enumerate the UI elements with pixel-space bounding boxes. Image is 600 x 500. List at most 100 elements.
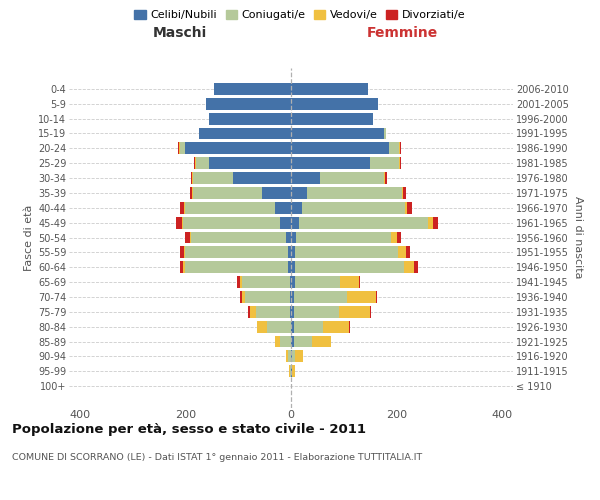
Bar	[192, 172, 193, 184]
Bar	[286, 350, 289, 362]
Bar	[291, 128, 383, 140]
Bar	[323, 320, 349, 332]
Bar	[295, 246, 398, 258]
Bar	[289, 366, 290, 377]
Bar	[182, 216, 280, 228]
Bar	[290, 276, 291, 288]
Bar	[182, 262, 185, 273]
Bar	[340, 276, 359, 288]
Bar	[291, 366, 292, 377]
Bar	[293, 320, 323, 332]
Bar	[245, 291, 290, 303]
Bar	[185, 142, 291, 154]
Bar	[206, 98, 291, 110]
Bar	[291, 291, 293, 303]
Bar	[240, 291, 242, 303]
Text: Popolazione per età, sesso e stato civile - 2011: Popolazione per età, sesso e stato civil…	[12, 422, 366, 436]
Bar	[257, 320, 267, 332]
Bar	[407, 202, 412, 213]
Text: COMUNE DI SCORRANO (LE) - Dati ISTAT 1° gennaio 2011 - Elaborazione TUTTITALIA.I: COMUNE DI SCORRANO (LE) - Dati ISTAT 1° …	[12, 452, 422, 462]
Bar	[404, 262, 414, 273]
Bar	[190, 232, 191, 243]
Bar	[291, 158, 370, 169]
Bar	[291, 216, 299, 228]
Bar	[295, 262, 404, 273]
Bar	[291, 262, 295, 273]
Bar	[180, 142, 185, 154]
Bar	[349, 320, 350, 332]
Bar	[292, 350, 295, 362]
Bar	[307, 187, 402, 199]
Bar	[403, 187, 406, 199]
Bar	[256, 306, 290, 318]
Bar	[291, 202, 302, 213]
Bar	[385, 172, 387, 184]
Bar	[347, 291, 376, 303]
Bar	[290, 306, 291, 318]
Bar	[233, 172, 291, 184]
Bar	[302, 202, 404, 213]
Bar	[291, 142, 389, 154]
Bar	[242, 291, 245, 303]
Bar	[404, 202, 407, 213]
Bar	[370, 158, 400, 169]
Bar	[185, 262, 289, 273]
Bar	[428, 216, 433, 228]
Bar	[248, 306, 250, 318]
Bar	[289, 246, 291, 258]
Bar	[194, 158, 195, 169]
Bar	[289, 350, 291, 362]
Bar	[237, 276, 240, 288]
Bar	[178, 142, 179, 154]
Bar	[291, 336, 293, 347]
Bar	[296, 232, 391, 243]
Bar	[275, 202, 291, 213]
Bar	[250, 306, 256, 318]
Bar	[291, 172, 320, 184]
Bar	[242, 276, 290, 288]
Bar	[376, 291, 377, 303]
Bar	[214, 83, 291, 95]
Bar	[191, 232, 286, 243]
Bar	[291, 320, 293, 332]
Bar	[292, 366, 295, 377]
Bar	[291, 83, 368, 95]
Bar	[389, 142, 400, 154]
Bar	[209, 112, 291, 124]
Bar	[290, 366, 291, 377]
Bar	[293, 291, 347, 303]
Bar	[290, 291, 291, 303]
Bar	[209, 158, 291, 169]
Bar	[291, 246, 295, 258]
Bar	[185, 246, 289, 258]
Bar	[391, 232, 397, 243]
Bar	[196, 158, 209, 169]
Bar	[180, 246, 184, 258]
Legend: Celibi/Nubili, Coniugati/e, Vedovi/e, Divorziati/e: Celibi/Nubili, Coniugati/e, Vedovi/e, Di…	[130, 6, 470, 25]
Bar	[291, 306, 293, 318]
Text: Maschi: Maschi	[153, 26, 207, 40]
Bar	[191, 172, 192, 184]
Bar	[291, 112, 373, 124]
Bar	[262, 187, 291, 199]
Bar	[199, 128, 291, 140]
Bar	[184, 202, 185, 213]
Bar	[193, 187, 262, 199]
Bar	[180, 202, 184, 213]
Bar	[433, 216, 438, 228]
Bar	[299, 216, 428, 228]
Bar	[383, 172, 385, 184]
Bar	[185, 232, 190, 243]
Bar	[397, 232, 401, 243]
Bar	[312, 336, 331, 347]
Bar	[185, 202, 275, 213]
Bar	[180, 262, 182, 273]
Bar	[400, 142, 401, 154]
Y-axis label: Anni di nascita: Anni di nascita	[573, 196, 583, 279]
Bar	[295, 350, 302, 362]
Bar	[267, 320, 291, 332]
Bar	[402, 187, 403, 199]
Text: Femmine: Femmine	[367, 26, 437, 40]
Bar	[370, 306, 371, 318]
Bar	[291, 232, 296, 243]
